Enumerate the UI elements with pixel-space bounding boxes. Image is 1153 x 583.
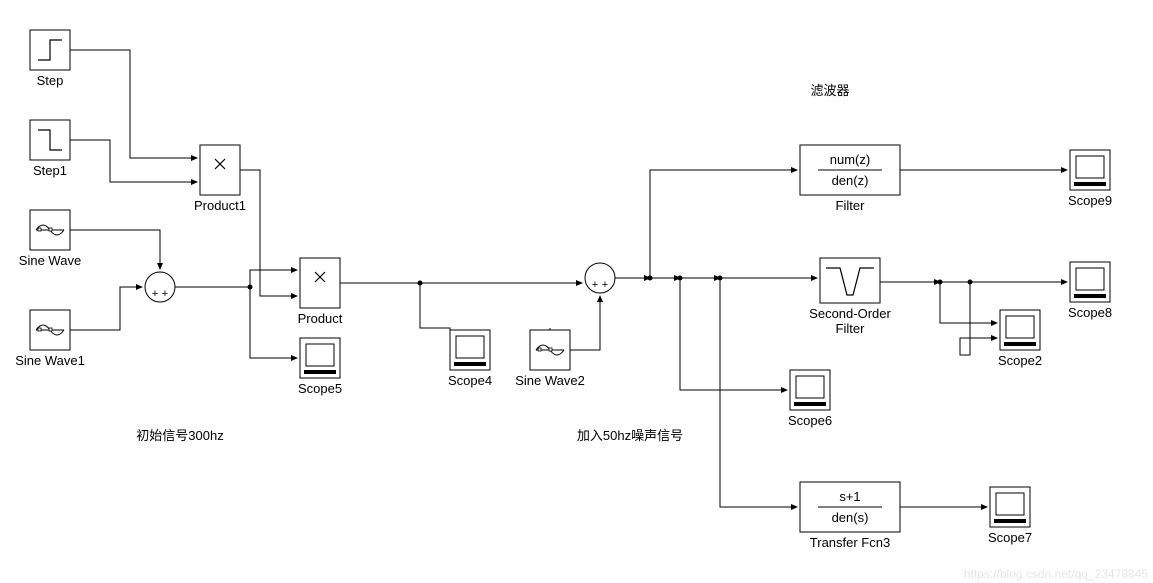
svg-text:num(z): num(z) [830,152,870,167]
svg-text:den(s): den(s) [832,510,869,525]
svg-text:+: + [152,288,158,300]
svg-text:s+1: s+1 [839,489,860,504]
svg-text:+: + [602,279,608,291]
annotation-init: 初始信号300hz [136,428,223,443]
block-sine2[interactable]: Sine Wave2 [515,330,585,388]
block-step[interactable]: Step [30,30,70,88]
label-step: Step [37,73,64,88]
label-scope2: Scope2 [998,353,1042,368]
label-scope8: Scope8 [1068,305,1112,320]
wire-12 [650,170,797,278]
block-scope6[interactable]: Scope6 [788,370,832,428]
block-product[interactable]: Product [298,258,343,326]
block-sine1[interactable]: Sine Wave1 [15,310,85,368]
label-scope4: Scope4 [448,373,492,388]
label-tf3: Transfer Fcn3 [810,535,890,550]
wire-1 [70,140,197,182]
junction-3 [678,276,683,281]
wire-10 [570,296,600,350]
wire-6 [250,287,297,358]
block-scope5[interactable]: Scope5 [298,338,342,396]
label-scope5: Scope5 [298,381,342,396]
block-filter[interactable]: num(z) den(z) Filter [800,145,900,213]
wire-16 [680,278,787,390]
svg-text:+: + [162,288,168,300]
wire-17 [720,278,797,507]
wire-3 [70,287,142,330]
svg-text:den(z): den(z) [832,173,869,188]
block-sum1[interactable]: ++ [145,272,175,302]
block-scope4[interactable]: Scope4 [448,330,492,388]
svg-text:+: + [592,279,598,291]
block-product1[interactable]: Product1 [194,145,246,213]
label-scope7: Scope7 [988,530,1032,545]
junction-6 [968,280,973,285]
label-filter: Filter [836,198,866,213]
watermark-text: https://blog.csdn.net/qq_23478845 [964,567,1148,581]
label-scope6: Scope6 [788,413,832,428]
wire-4 [175,270,297,287]
block-scope9[interactable]: Scope9 [1068,150,1112,208]
label-sine2: Sine Wave2 [515,373,585,388]
label-sine: Sine Wave [19,253,81,268]
svg-text:Filter: Filter [836,321,866,336]
junction-2 [648,276,653,281]
block-tf3[interactable]: s+1 den(s) Transfer Fcn3 [800,482,900,550]
junction-1 [418,281,423,286]
label-scope9: Scope9 [1068,193,1112,208]
block-sine[interactable]: Sine Wave [19,210,81,268]
wire-22 [960,282,997,355]
block-sum2[interactable]: ++ [585,263,615,293]
block-scope7[interactable]: Scope7 [988,487,1032,545]
annotation-filter: 滤波器 [810,83,849,98]
label-product1: Product1 [194,198,246,213]
wire-0 [70,50,197,158]
block-sof[interactable]: Second-OrderFilter [809,258,891,336]
annotation-noise: 加入50hz噪声信号 [577,428,683,443]
label-step1: Step1 [33,163,67,178]
junction-5 [938,280,943,285]
block-scope8[interactable]: Scope8 [1068,262,1112,320]
wire-21 [940,282,997,323]
simulink-diagram: StepStep1Sine WaveSine Wave1Sine Wave2++… [0,0,1153,583]
label-sine1: Sine Wave1 [15,353,85,368]
label-sof: Second-Order [809,306,891,321]
junction-0 [248,285,253,290]
block-scope2[interactable]: Scope2 [998,310,1042,368]
wire-5 [240,170,297,296]
block-step1[interactable]: Step1 [30,120,70,178]
wire-2 [70,230,160,269]
junction-4 [718,276,723,281]
label-product: Product [298,311,343,326]
